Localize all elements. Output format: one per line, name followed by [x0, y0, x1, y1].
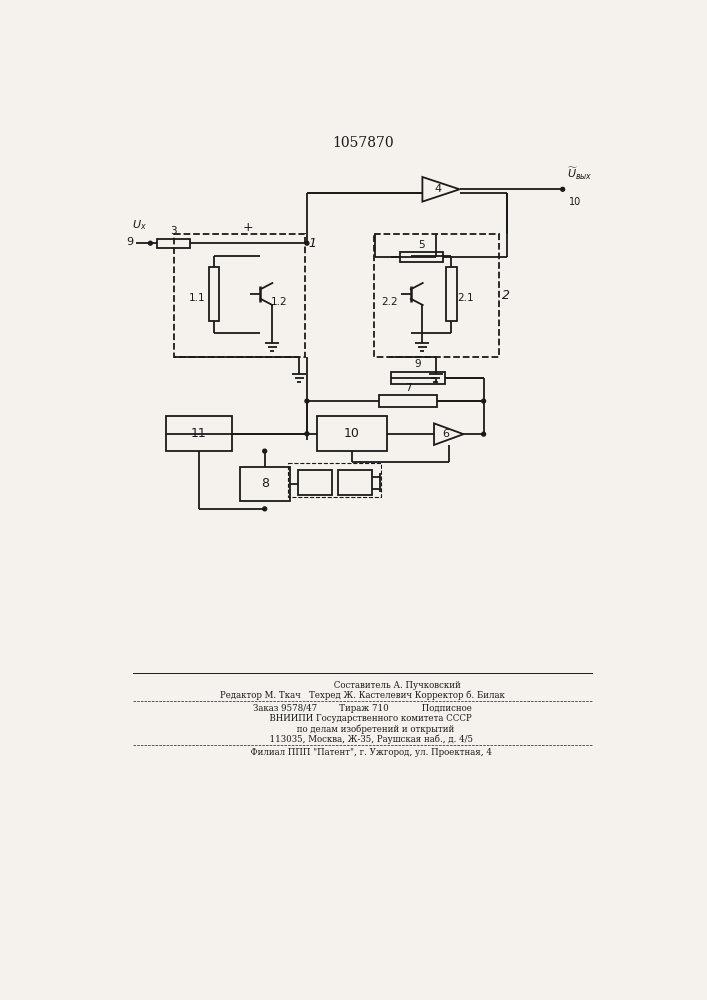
Bar: [298, 470, 332, 495]
Circle shape: [481, 432, 486, 436]
Bar: [338, 470, 372, 495]
Text: $U_x$: $U_x$: [132, 219, 147, 232]
Bar: [158, 239, 190, 248]
Bar: [288, 463, 381, 497]
Text: 1: 1: [308, 237, 317, 250]
Text: 1057870: 1057870: [332, 136, 394, 150]
Text: 113035, Москва, Ж-35, Раушская наб., д. 4/5: 113035, Москва, Ж-35, Раушская наб., д. …: [252, 734, 473, 744]
Bar: [400, 252, 443, 262]
Circle shape: [481, 399, 486, 403]
Text: 5: 5: [419, 240, 425, 250]
Text: 2.2: 2.2: [381, 297, 398, 307]
Bar: [166, 416, 232, 451]
Bar: [445, 267, 457, 321]
Text: по делам изобретений и открытий: по делам изобретений и открытий: [271, 724, 454, 734]
Text: 4: 4: [434, 184, 441, 194]
Text: ВНИИПИ Государственного комитета СССР: ВНИИПИ Государственного комитета СССР: [253, 714, 472, 723]
Text: 2: 2: [502, 289, 510, 302]
Circle shape: [263, 507, 267, 511]
Text: 9: 9: [127, 237, 134, 247]
Text: 10: 10: [569, 197, 581, 207]
Circle shape: [263, 449, 267, 453]
Circle shape: [305, 432, 309, 436]
Text: 2.1: 2.1: [457, 293, 474, 303]
Text: Редактор М. Ткач   Техред Ж. Кастелевич Корректор б. Билак: Редактор М. Ткач Техред Ж. Кастелевич Ко…: [221, 691, 506, 700]
Bar: [209, 267, 219, 321]
Text: Филиал ППП "Патент", г. Ужгород, ул. Проектная, 4: Филиал ППП "Патент", г. Ужгород, ул. Про…: [234, 748, 491, 757]
Circle shape: [305, 241, 309, 245]
Circle shape: [148, 241, 152, 245]
Text: 11: 11: [191, 427, 206, 440]
Text: $\widetilde{U}_{вых}$: $\widetilde{U}_{вых}$: [567, 165, 593, 182]
Bar: [317, 416, 387, 451]
Bar: [174, 234, 305, 357]
Text: 8: 8: [261, 477, 269, 490]
Text: 3: 3: [170, 226, 177, 236]
Bar: [373, 234, 499, 357]
Bar: [240, 466, 290, 501]
Circle shape: [561, 187, 565, 191]
Text: Составитель А. Пучковский: Составитель А. Пучковский: [265, 681, 460, 690]
Text: 6: 6: [442, 429, 449, 439]
Text: 10: 10: [344, 427, 360, 440]
Text: 7: 7: [404, 383, 411, 393]
Bar: [391, 372, 445, 384]
Circle shape: [305, 399, 309, 403]
Text: 9: 9: [414, 359, 421, 369]
Text: 1.2: 1.2: [271, 297, 288, 307]
Text: 1.1: 1.1: [189, 293, 205, 303]
Text: Заказ 9578/47        Тираж 710            Подписное: Заказ 9578/47 Тираж 710 Подписное: [253, 704, 472, 713]
Text: +: +: [243, 221, 253, 234]
Bar: [379, 395, 437, 407]
